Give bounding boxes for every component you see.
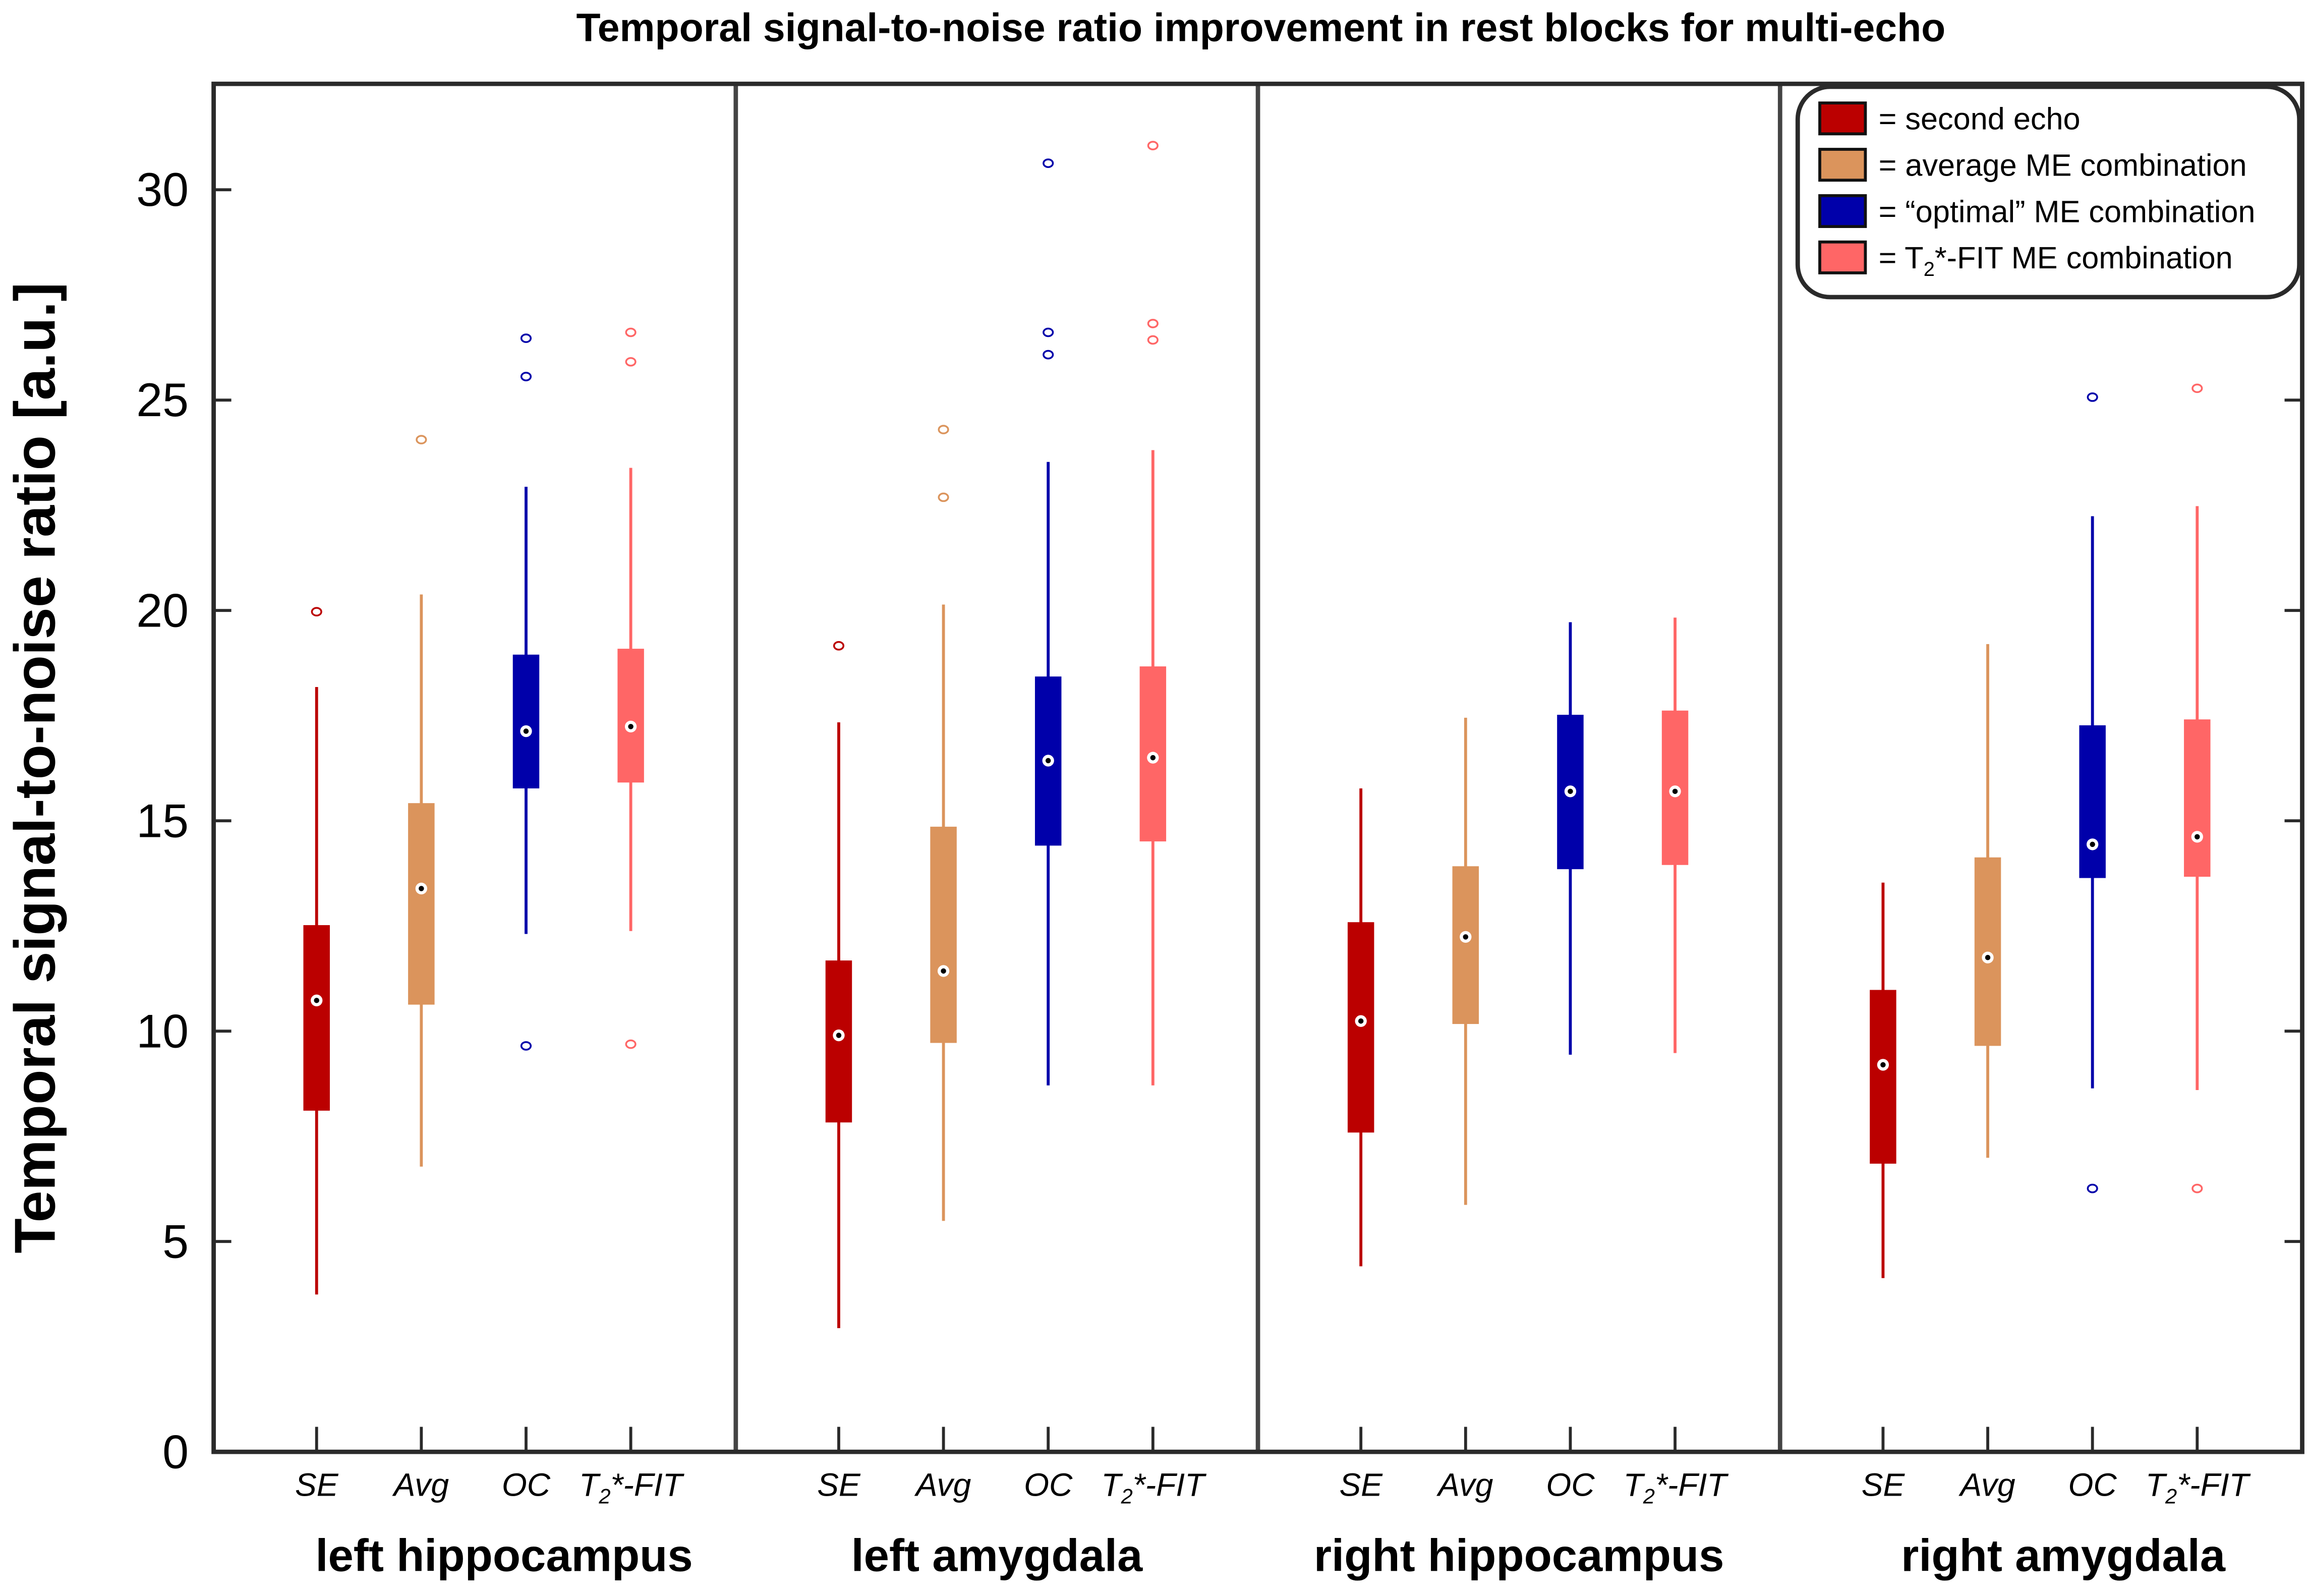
outlier <box>1043 350 1054 360</box>
median-dot <box>2195 834 2200 840</box>
box <box>1347 922 1374 1133</box>
outlier <box>1043 158 1054 168</box>
box <box>930 826 957 1043</box>
outlier <box>625 357 637 367</box>
box <box>2079 725 2106 878</box>
box <box>617 649 644 783</box>
outlier <box>1147 319 1159 328</box>
box <box>303 925 330 1111</box>
box <box>1870 990 1896 1164</box>
outlier <box>1147 335 1159 345</box>
category-label: Avg <box>1958 1467 2015 1503</box>
median-dot <box>836 1033 842 1038</box>
group-label: right hippocampus <box>1314 1530 1724 1581</box>
box <box>408 803 435 1005</box>
outlier <box>520 333 532 343</box>
legend-label: = “optimal” ME combination <box>1879 194 2256 229</box>
legend-label: = second echo <box>1879 102 2081 136</box>
category-label: Avg <box>1436 1467 1493 1503</box>
group-label: left amygdala <box>851 1530 1143 1581</box>
plot-frame <box>211 81 2304 1454</box>
legend-swatch <box>1818 240 1867 274</box>
y-tick-label: 10 <box>136 1005 189 1057</box>
outlier <box>2191 383 2203 393</box>
outlier <box>938 425 949 434</box>
group-label: right amygdala <box>1901 1530 2226 1581</box>
box <box>1974 857 2001 1046</box>
median-dot <box>1568 788 1573 794</box>
y-tick-label: 25 <box>136 374 189 426</box>
category-label: T2*-FIT <box>579 1467 684 1508</box>
legend-swatch <box>1818 148 1867 182</box>
box <box>1452 866 1479 1024</box>
category-label: T2*-FIT <box>1624 1467 1729 1508</box>
outlier <box>416 435 427 444</box>
median-dot <box>628 724 633 729</box>
category-label: SE <box>817 1467 861 1503</box>
legend: = second echo = average ME combination = “… <box>1795 84 2302 300</box>
category-label: T2*-FIT <box>2146 1467 2251 1508</box>
box <box>512 654 540 788</box>
category-label: SE <box>295 1467 339 1503</box>
y-tick-label: 15 <box>136 794 189 847</box>
category-label: OC <box>502 1467 551 1503</box>
category-label: OC <box>1024 1467 1073 1503</box>
outlier <box>833 641 845 651</box>
legend-swatch <box>1818 194 1867 228</box>
y-tick-label: 0 <box>162 1426 189 1478</box>
category-label: Avg <box>392 1467 449 1503</box>
outlier <box>1147 141 1159 150</box>
outlier <box>311 607 322 617</box>
outlier <box>2191 1183 2203 1193</box>
outlier <box>1043 327 1054 337</box>
outlier <box>520 1041 532 1051</box>
chart-title: Temporal signal-to-noise ratio improveme… <box>576 6 1945 50</box>
median-dot <box>1463 934 1469 940</box>
median-dot <box>419 886 424 891</box>
median-dot <box>2090 841 2095 847</box>
median-dot <box>1045 758 1051 764</box>
y-axis-label: Temporal signal-to-noise ratio [a.u.] <box>4 282 68 1253</box>
outlier <box>625 327 637 337</box>
category-label: OC <box>1546 1467 1595 1503</box>
box <box>2184 719 2211 877</box>
y-tick-label: 5 <box>162 1215 189 1268</box>
category-label: SE <box>1862 1467 1906 1503</box>
category-label: Avg <box>914 1467 971 1503</box>
median-dot <box>1672 788 1678 794</box>
outlier <box>520 372 532 381</box>
legend-label: = T2*-FIT ME combination <box>1879 241 2233 280</box>
outlier <box>2087 392 2098 402</box>
outlier <box>938 492 949 502</box>
category-label: SE <box>1339 1467 1383 1503</box>
median-dot <box>314 998 319 1003</box>
median-dot <box>1150 755 1156 761</box>
median-dot <box>1358 1018 1364 1024</box>
outlier <box>2087 1183 2098 1193</box>
box <box>825 960 852 1123</box>
legend-label: = average ME combination <box>1879 148 2247 182</box>
category-label: T2*-FIT <box>1101 1467 1206 1508</box>
median-dot <box>523 728 529 734</box>
y-tick-label: 30 <box>136 163 189 216</box>
group-label: left hippocampus <box>315 1530 693 1581</box>
median-dot <box>941 968 946 974</box>
legend-box <box>1795 84 2302 300</box>
category-label: OC <box>2068 1467 2117 1503</box>
y-tick-label: 20 <box>136 584 189 637</box>
median-dot <box>1985 955 1991 960</box>
legend-swatch <box>1818 101 1867 136</box>
median-dot <box>1880 1062 1886 1068</box>
outlier <box>625 1039 637 1049</box>
